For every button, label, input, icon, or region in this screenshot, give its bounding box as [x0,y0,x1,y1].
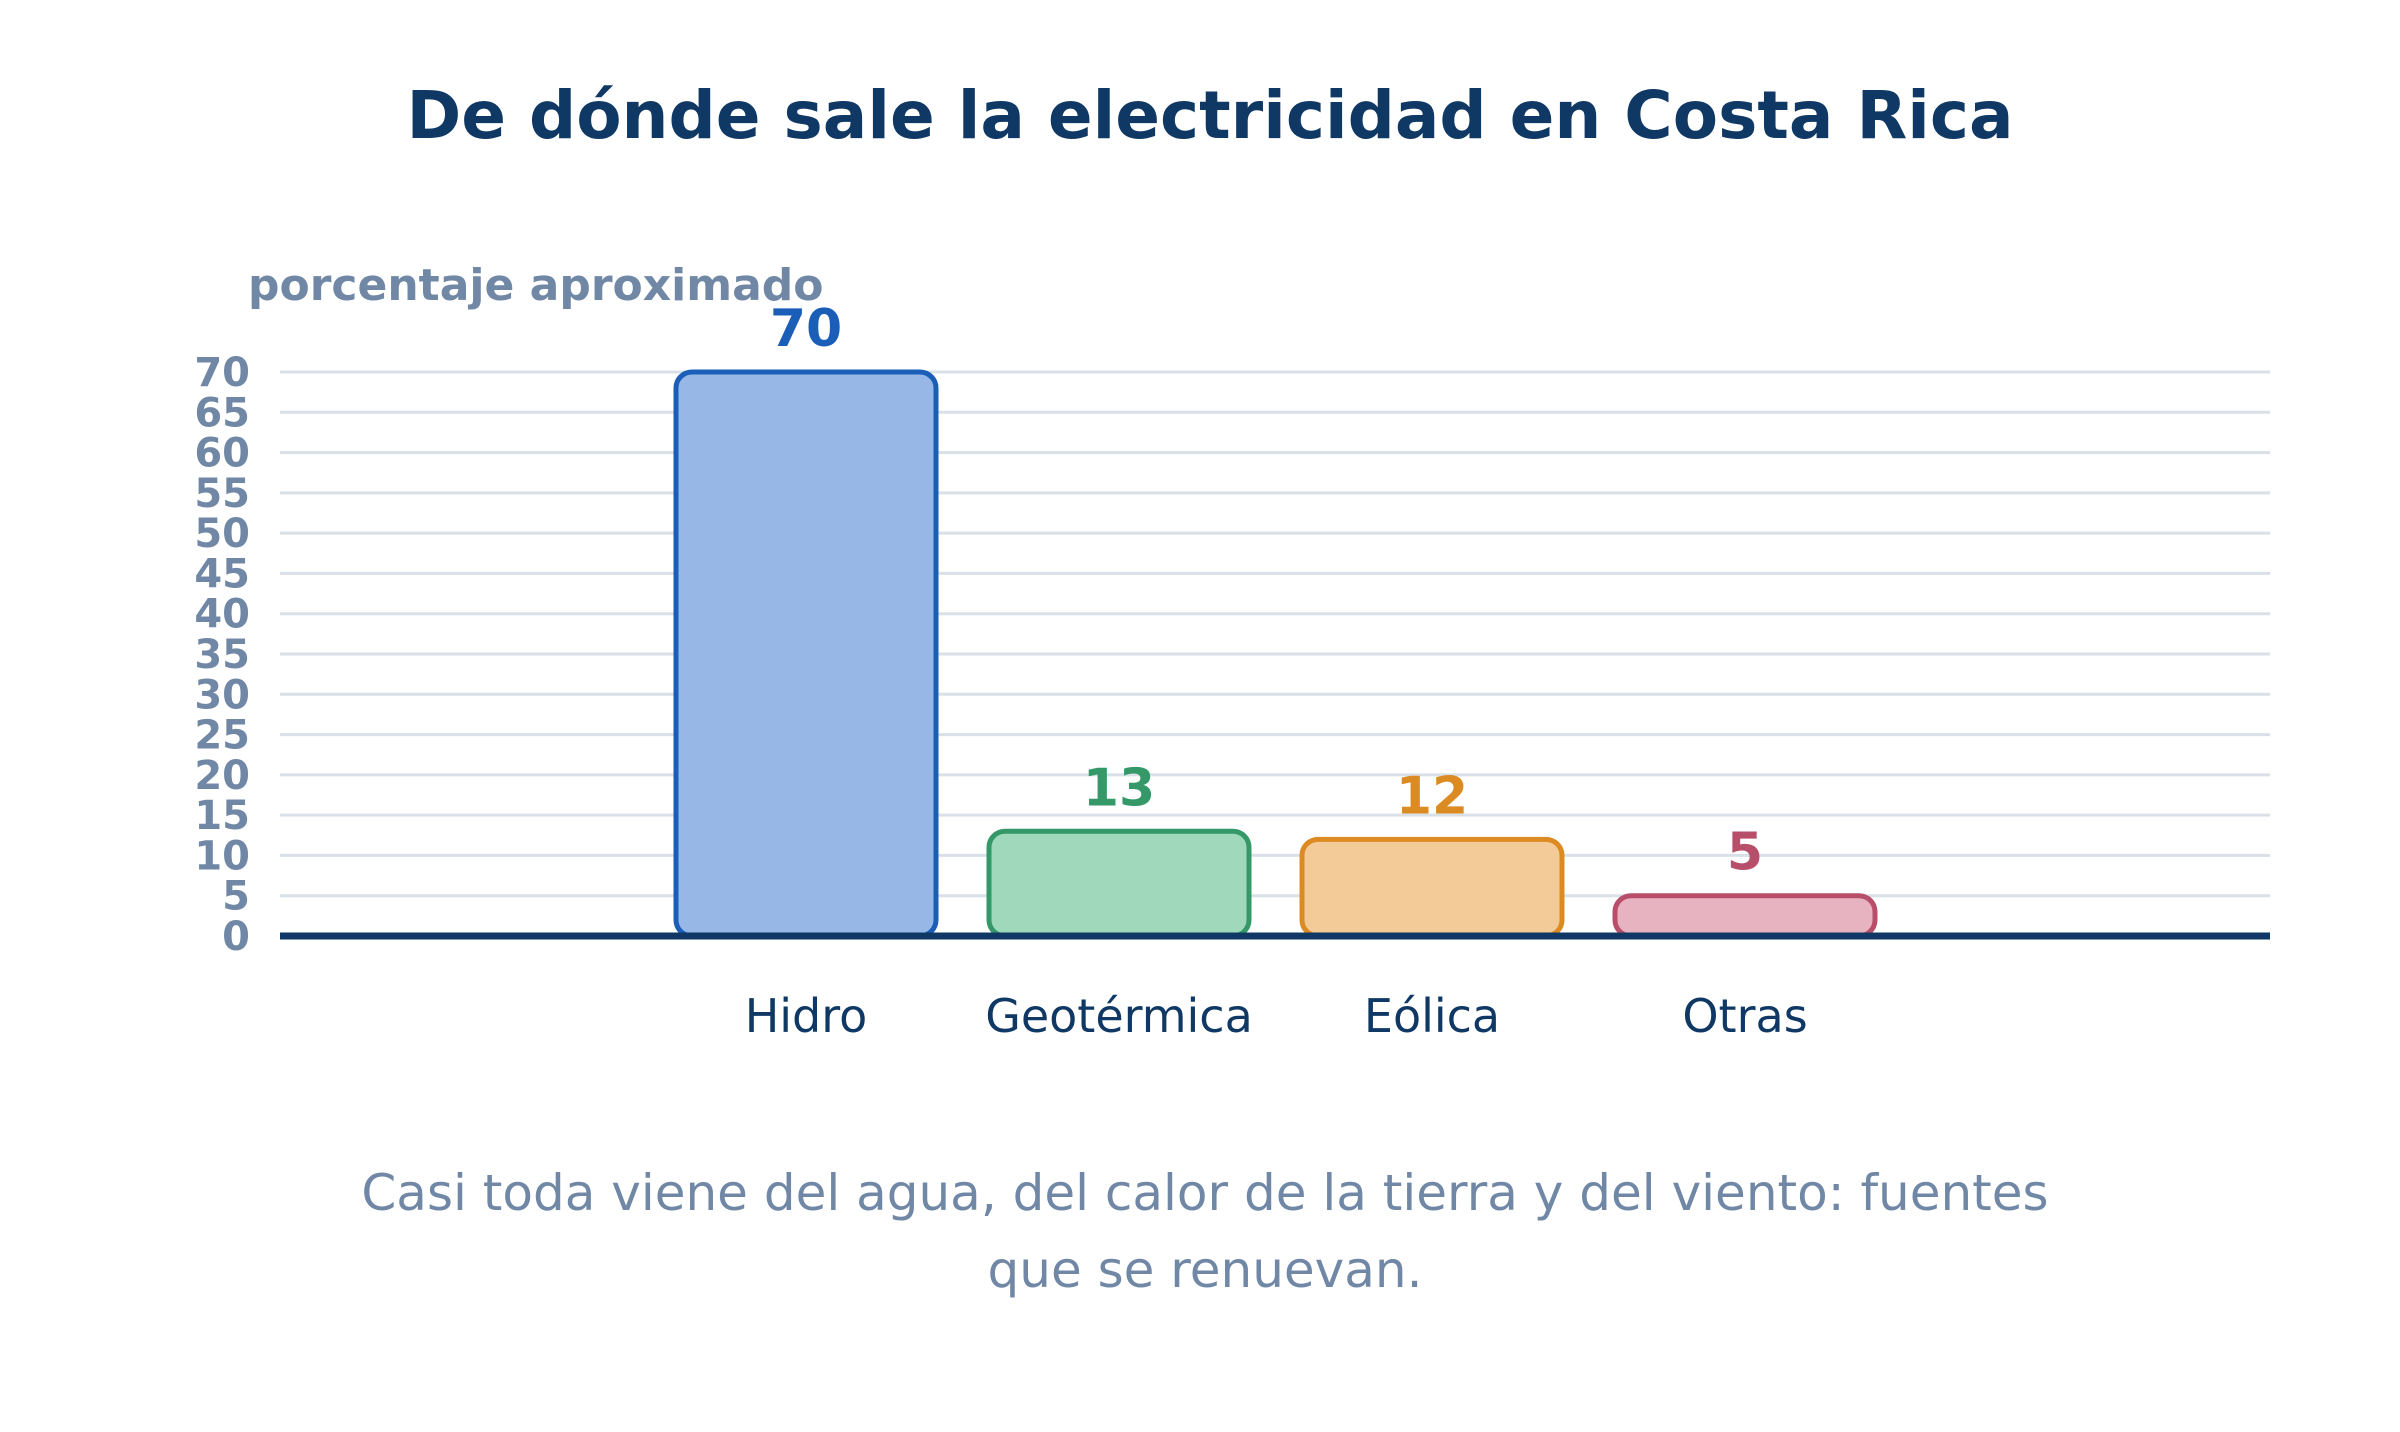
y-tick-label: 15 [194,793,250,839]
bar [986,828,1252,939]
category-label: Otras [1682,989,1807,1043]
y-tick-label: 60 [194,431,250,477]
value-label: 12 [1396,766,1468,826]
y-tick-label: 55 [194,471,250,517]
y-tick-label: 70 [194,350,250,396]
value-label: 13 [1083,758,1155,818]
caption-line-2: que se renuevan. [988,1241,1423,1299]
y-tick-label: 5 [222,874,250,920]
y-tick-label: 50 [194,511,250,557]
y-tick-label: 0 [222,914,250,960]
value-label: 70 [770,299,842,359]
category-labels: Hidro Geotérmica Eólica Otras [745,989,1808,1043]
y-tick-label: 20 [194,753,250,799]
bar [1612,893,1878,939]
category-label: Hidro [745,989,868,1043]
y-tick-label: 65 [194,390,250,436]
bar [1299,836,1565,939]
value-labels: 70 13 12 5 [770,299,1763,883]
bar [673,369,939,939]
y-tick-label: 10 [194,833,250,879]
y-tick-label: 45 [194,551,250,597]
chart-title: De dónde sale la electricidad en Costa R… [406,77,2013,154]
caption-line-1: Casi toda viene del agua, del calor de l… [361,1164,2048,1222]
gridlines [280,370,2270,898]
value-label: 5 [1727,823,1763,883]
y-tick-label: 30 [194,672,250,718]
y-tick-label: 40 [194,592,250,638]
category-label: Geotérmica [985,989,1253,1043]
y-axis-label: porcentaje aproximado [248,260,823,311]
category-label: Eólica [1364,989,1500,1043]
y-tick-label: 35 [194,632,250,678]
y-tick-label: 25 [194,713,250,759]
